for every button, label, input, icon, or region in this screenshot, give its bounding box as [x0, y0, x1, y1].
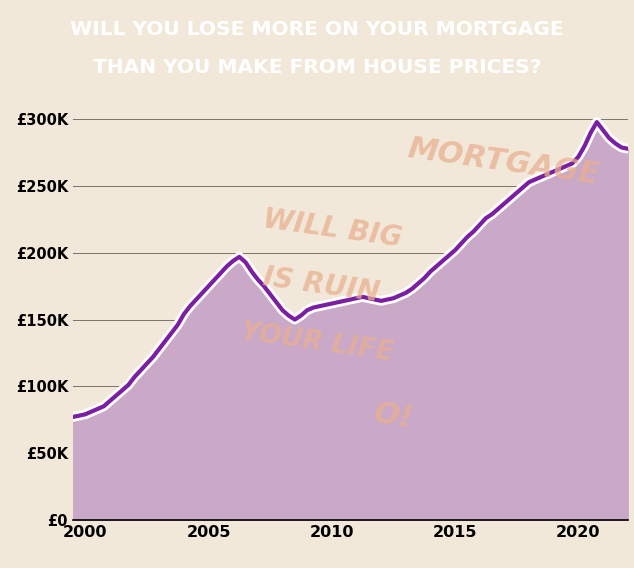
Text: WILL YOU LOSE MORE ON YOUR MORTGAGE: WILL YOU LOSE MORE ON YOUR MORTGAGE — [70, 20, 564, 40]
Text: THAN YOU MAKE FROM HOUSE PRICES?: THAN YOU MAKE FROM HOUSE PRICES? — [93, 58, 541, 77]
Text: IS RUIN: IS RUIN — [261, 263, 382, 307]
Text: WILL BIG: WILL BIG — [261, 205, 404, 253]
Text: O!: O! — [373, 399, 416, 433]
Text: YOUR LIFE: YOUR LIFE — [239, 319, 396, 366]
Text: MORTGAGE: MORTGAGE — [406, 134, 602, 190]
